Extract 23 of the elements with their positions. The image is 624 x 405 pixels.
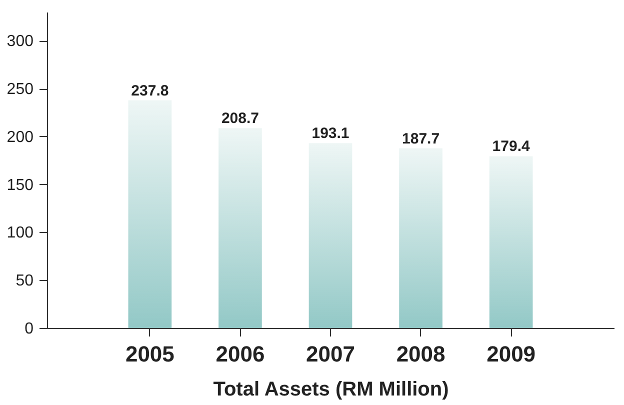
x-tick-label: 2008	[396, 342, 446, 366]
data-label: 187.7	[402, 130, 440, 148]
data-label: 237.8	[131, 82, 169, 100]
x-tick-label: 2006	[216, 342, 265, 366]
bar	[489, 156, 533, 328]
y-tick-label: 100	[6, 224, 34, 242]
bar	[399, 148, 442, 328]
x-tick-label: 2007	[306, 342, 355, 366]
x-tick-label: 2009	[486, 342, 536, 366]
data-label: 179.4	[492, 138, 530, 156]
data-label: 193.1	[312, 125, 350, 142]
y-tick-label: 150	[6, 176, 34, 194]
x-axis-title: Total Assets (RM Million)	[213, 378, 449, 400]
y-tick-label: 250	[6, 81, 34, 98]
y-tick-label: 50	[16, 272, 34, 290]
y-tick-label: 300	[6, 33, 34, 50]
bar	[308, 143, 352, 328]
y-tick-label: 200	[6, 128, 34, 146]
data-label: 208.7	[221, 110, 259, 128]
bar	[128, 100, 172, 328]
bar	[218, 128, 262, 328]
x-tick-label: 2005	[125, 342, 174, 366]
y-tick-label: 0	[24, 320, 34, 338]
